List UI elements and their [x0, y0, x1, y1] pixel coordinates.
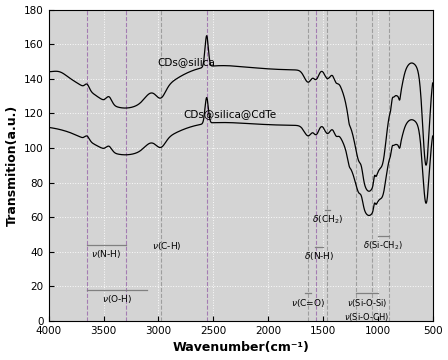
Text: CDs@silica@CdTe: CDs@silica@CdTe: [183, 109, 276, 119]
Text: CDs@silica: CDs@silica: [157, 57, 215, 67]
Text: $\nu$(C-H): $\nu$(C-H): [152, 240, 182, 252]
Text: $\nu$(N-H): $\nu$(N-H): [91, 248, 121, 260]
Text: $\delta$(Si-CH$_2$): $\delta$(Si-CH$_2$): [363, 240, 403, 252]
Text: $\nu$(O-H): $\nu$(O-H): [102, 293, 133, 305]
Text: $\nu$(Si-O-Si)
$\nu$(Si-O-CH): $\nu$(Si-O-Si) $\nu$(Si-O-CH): [345, 297, 389, 323]
Text: $\delta$(CH$_2$): $\delta$(CH$_2$): [312, 214, 343, 226]
Y-axis label: Transmition(a.u.): Transmition(a.u.): [5, 105, 18, 226]
X-axis label: Wavenumber(cm⁻¹): Wavenumber(cm⁻¹): [172, 341, 309, 355]
Text: $\nu$(C=O): $\nu$(C=O): [291, 297, 325, 309]
Text: $\delta$(N-H): $\delta$(N-H): [304, 250, 334, 262]
